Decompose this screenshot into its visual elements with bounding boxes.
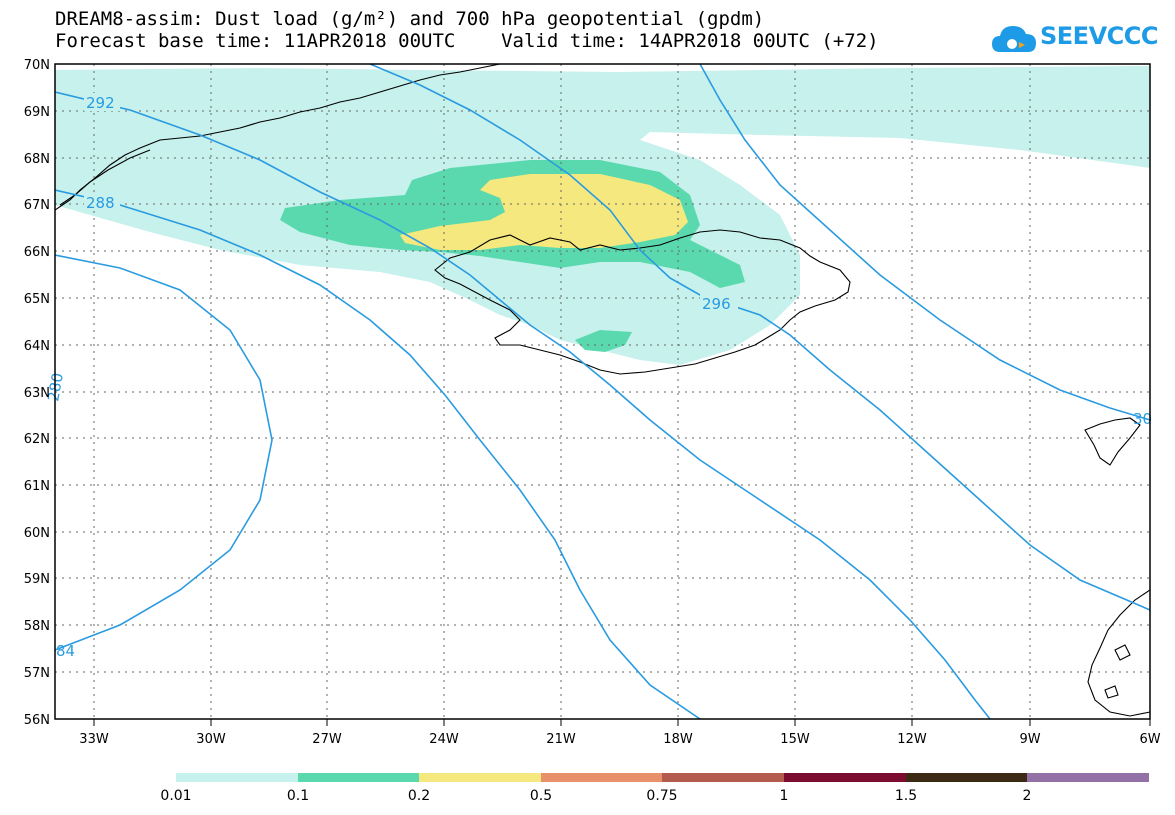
contour-288 [55, 189, 701, 719]
seevccc-logo: SEEVCCC [990, 18, 1160, 62]
colorbar-label-1.5: 1.5 [895, 788, 917, 804]
contour-label-292: 292 [86, 94, 115, 112]
greenland-coast-inner [59, 149, 151, 206]
contour-label-284: 84 [56, 642, 75, 660]
lat-label-64n: 64N [24, 339, 50, 354]
colorbar-swatch-1 [298, 773, 419, 782]
colorbar-label-0.01: 0.01 [160, 788, 191, 804]
contour-300 [699, 64, 1150, 421]
lat-label-66n: 66N [24, 245, 50, 260]
lat-label-59n: 59N [24, 572, 50, 587]
lat-label-62n: 62N [24, 432, 50, 447]
longitude-labels: 33W 30W 27W 24W 21W 18W 15W 12W 9W 6W [79, 732, 1160, 747]
lon-label-6w: 6W [1139, 732, 1160, 747]
contour-292 [55, 91, 991, 719]
colorbar-swatch-6 [906, 773, 1027, 782]
lat-label-63n: 63N [24, 386, 50, 401]
plot-frame [54, 63, 1151, 720]
scotland-coast [1087, 589, 1150, 717]
colorbar-swatch-0 [176, 773, 298, 782]
lat-label-65n: 65N [24, 292, 50, 307]
map-header: DREAM8-assim: Dust load (g/m²) and 700 h… [55, 8, 879, 52]
map-title: DREAM8-assim: Dust load (g/m²) and 700 h… [55, 8, 765, 30]
lat-label-56n: 56N [24, 713, 50, 728]
colorbar-label-0.2: 0.2 [408, 788, 430, 804]
colorbar-label-1: 1 [780, 788, 789, 804]
lat-label-69n: 69N [24, 105, 50, 120]
lat-label-67n: 67N [24, 198, 50, 213]
lat-label-70n: 70N [24, 58, 50, 73]
contour-labels: 292 288 296 280 84 30 [44, 93, 1152, 660]
lon-label-33w: 33W [79, 732, 109, 747]
lon-label-21w: 21W [546, 732, 576, 747]
coastlines [55, 64, 1150, 717]
colorbar-swatch-7 [1027, 773, 1149, 782]
lon-label-9w: 9W [1019, 732, 1040, 747]
colorbar-swatch-3 [541, 773, 662, 782]
contour-label-300: 30 [1133, 410, 1152, 428]
lat-label-60n: 60N [24, 526, 50, 541]
lat-label-57n: 57N [24, 666, 50, 681]
colorbar-swatch-2 [419, 773, 541, 782]
colorbar-swatch-5 [784, 773, 906, 782]
greenland-coast [55, 64, 501, 211]
colorbar-label-0.1: 0.1 [287, 788, 309, 804]
colorbar-label-2: 2 [1023, 788, 1032, 804]
colorbar-label-0.75: 0.75 [646, 788, 677, 804]
lat-label-68n: 68N [24, 152, 50, 167]
lon-label-18w: 18W [663, 732, 693, 747]
colorbar-label-0.5: 0.5 [530, 788, 552, 804]
lon-label-12w: 12W [897, 732, 927, 747]
map-subtitle: Forecast base time: 11APR2018 00UTC Vali… [55, 30, 879, 52]
faroe-coast [1084, 417, 1141, 466]
axis-ticks [93, 719, 1151, 726]
cloud-logo-icon [992, 26, 1036, 52]
dust-area-0.1-b [575, 330, 632, 352]
logo-text: SEEVCCC [1040, 22, 1159, 50]
scotland-islands [1104, 644, 1131, 699]
colorbar-labels: 0.01 0.1 0.2 0.5 0.75 1 1.5 2 [160, 788, 1031, 804]
lat-label-58n: 58N [24, 619, 50, 634]
lat-label-61n: 61N [24, 479, 50, 494]
map-grid [55, 64, 1150, 719]
colorbar [176, 773, 1149, 782]
dust-fields [55, 66, 1150, 365]
lon-label-30w: 30W [196, 732, 226, 747]
contour-label-288: 288 [86, 194, 115, 212]
contour-280 [55, 254, 273, 651]
iceland-coast [434, 229, 851, 375]
colorbar-swatch-4 [662, 773, 784, 782]
dust-area-0.01-b [55, 72, 95, 110]
lon-label-27w: 27W [312, 732, 342, 747]
lon-label-15w: 15W [780, 732, 810, 747]
dust-area-0.2 [400, 174, 688, 250]
latitude-labels: 70N 69N 68N 67N 66N 65N 64N 63N 62N 61N … [24, 58, 50, 728]
contour-label-296: 296 [702, 295, 731, 313]
lon-label-24w: 24W [429, 732, 459, 747]
